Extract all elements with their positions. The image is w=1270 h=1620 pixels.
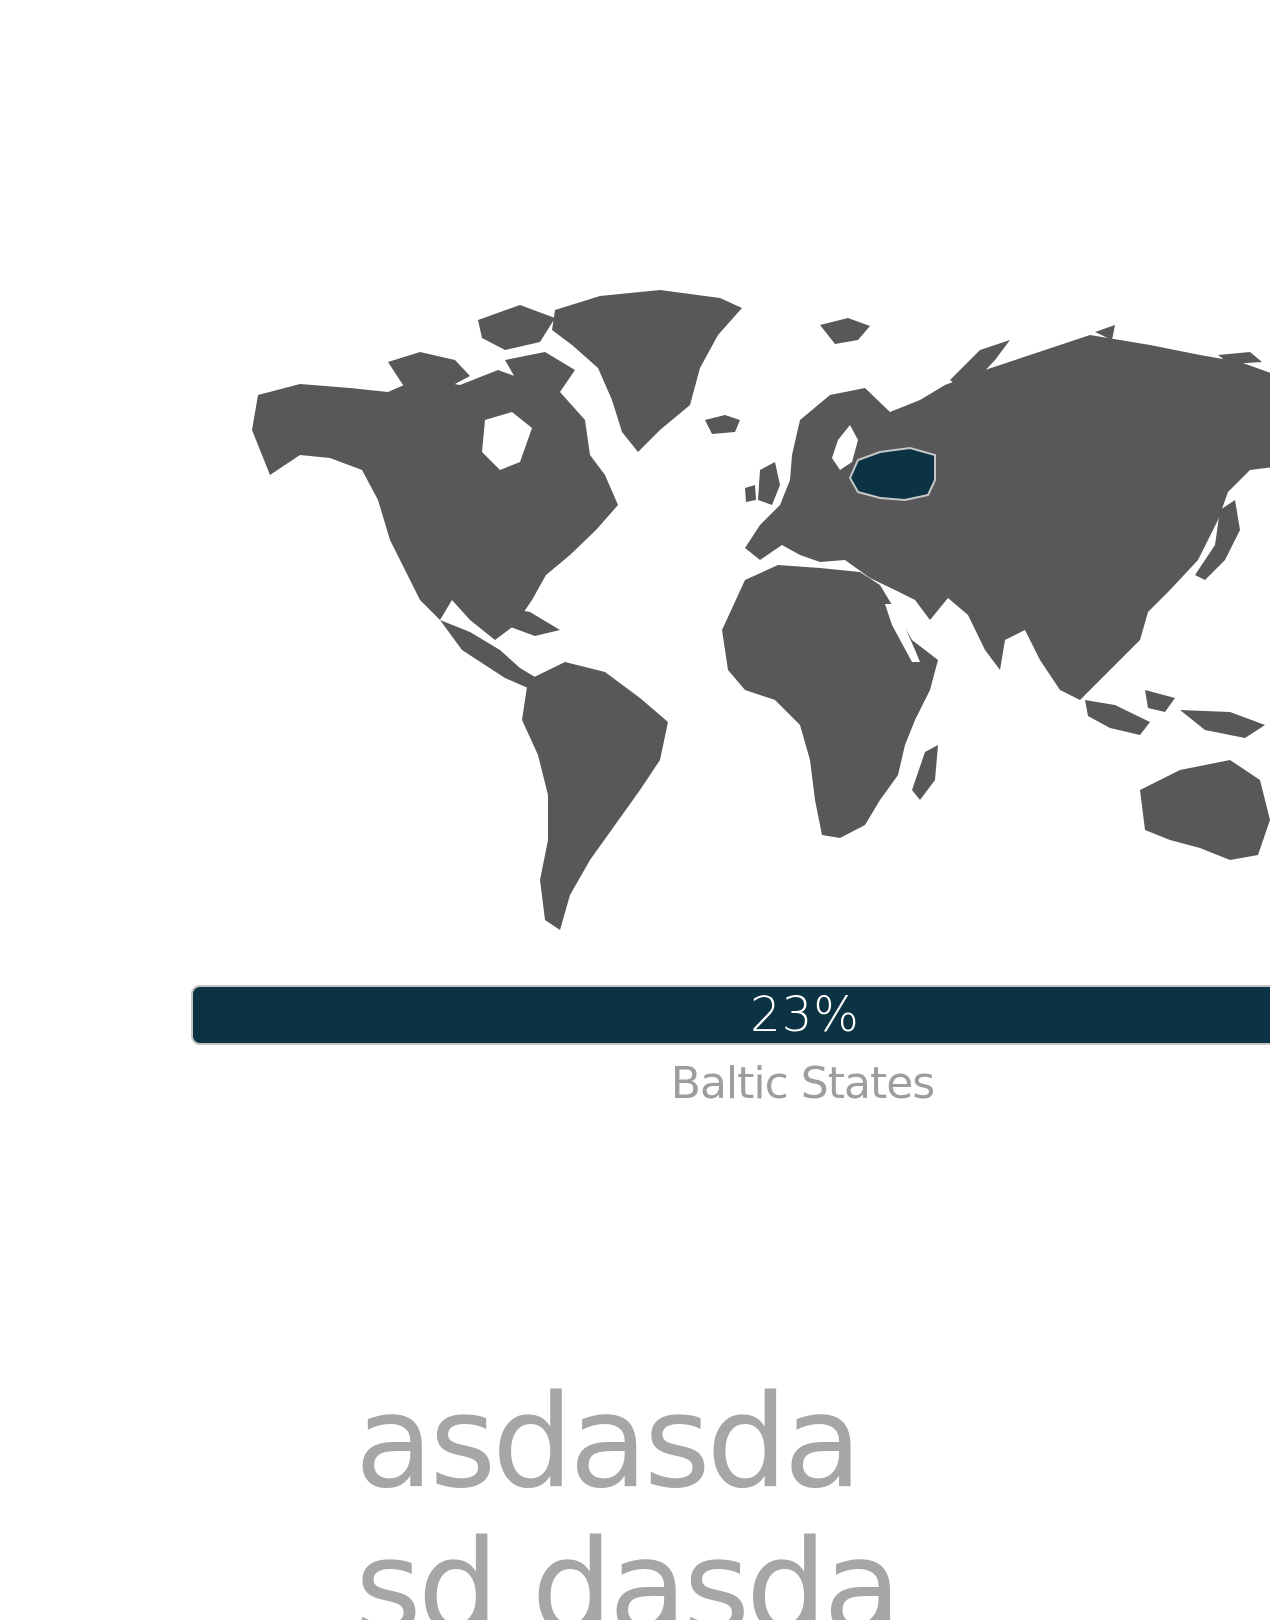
madagascar xyxy=(912,745,938,800)
eurasia-landmass xyxy=(745,335,1270,700)
caption-text: asdasdasd dasdasdas xyxy=(355,1368,902,1620)
baltic-sea xyxy=(832,425,858,470)
arctic-islands xyxy=(388,305,575,395)
central-america xyxy=(440,605,560,688)
southeast-asia-islands xyxy=(1085,690,1265,738)
highlighted-region-baltic-states[interactable] xyxy=(848,446,936,502)
region-label: Baltic States xyxy=(670,1058,935,1109)
progress-bar xyxy=(191,985,1270,1045)
greenland xyxy=(552,290,742,452)
progress-percentage-label: 23% xyxy=(750,987,860,1043)
japan xyxy=(1195,500,1240,580)
svalbard xyxy=(820,318,870,344)
progress-bar-fill xyxy=(193,987,1270,1043)
red-sea xyxy=(885,604,920,662)
africa-landmass xyxy=(722,565,938,838)
south-america-landmass xyxy=(522,662,668,930)
australia xyxy=(1140,760,1270,860)
british-isles xyxy=(745,462,780,505)
world-map xyxy=(252,290,1270,930)
iceland xyxy=(705,415,740,434)
north-america-landmass xyxy=(252,370,618,640)
